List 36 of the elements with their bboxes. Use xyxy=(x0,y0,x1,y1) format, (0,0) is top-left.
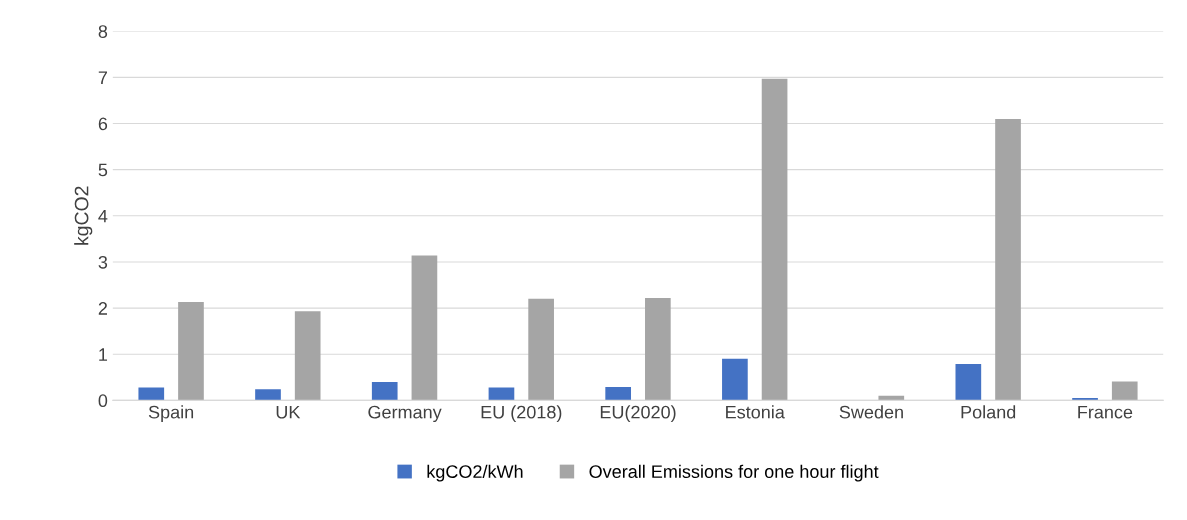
bar xyxy=(1111,381,1138,401)
x-tick-label: France xyxy=(1078,405,1133,419)
x-tick-label: Germany xyxy=(368,405,442,423)
y-tick-label: 6 xyxy=(98,117,108,131)
bar xyxy=(761,78,788,401)
x-tick-label: UK xyxy=(276,405,301,419)
x-tick-label: Poland xyxy=(961,405,1016,419)
bar xyxy=(605,387,632,401)
y-tick-label: 5 xyxy=(98,163,108,177)
bar xyxy=(722,358,748,401)
bar xyxy=(488,387,515,401)
y-tick-label: 4 xyxy=(98,209,108,223)
legend-label: Overall Emissions for one hour flight xyxy=(589,464,879,482)
bar xyxy=(955,363,982,401)
y-axis-title: kgCO2 xyxy=(74,186,93,245)
y-tick-label: 1 xyxy=(99,348,108,361)
bar xyxy=(255,389,281,401)
bar xyxy=(294,311,321,401)
bar xyxy=(371,381,398,401)
y-tick-label: 7 xyxy=(98,71,107,84)
bar xyxy=(528,298,554,401)
x-tick-label: Spain xyxy=(148,405,194,423)
x-tick-label: Sweden xyxy=(839,405,903,419)
y-tick-label: 3 xyxy=(98,255,108,269)
bar xyxy=(995,118,1021,401)
x-tick-label: EU (2018) xyxy=(481,405,562,423)
y-tick-label: 0 xyxy=(98,394,108,408)
x-tick-label: Estonia xyxy=(726,405,785,419)
x-tick-label: EU(2020) xyxy=(600,405,676,423)
bar xyxy=(178,302,204,401)
legend-label: kgCO2/kWh xyxy=(427,464,523,482)
bar xyxy=(411,255,438,401)
bar xyxy=(645,297,671,401)
bar xyxy=(138,387,165,401)
y-tick-label: 8 xyxy=(98,25,108,38)
y-tick-label: 2 xyxy=(98,302,107,315)
